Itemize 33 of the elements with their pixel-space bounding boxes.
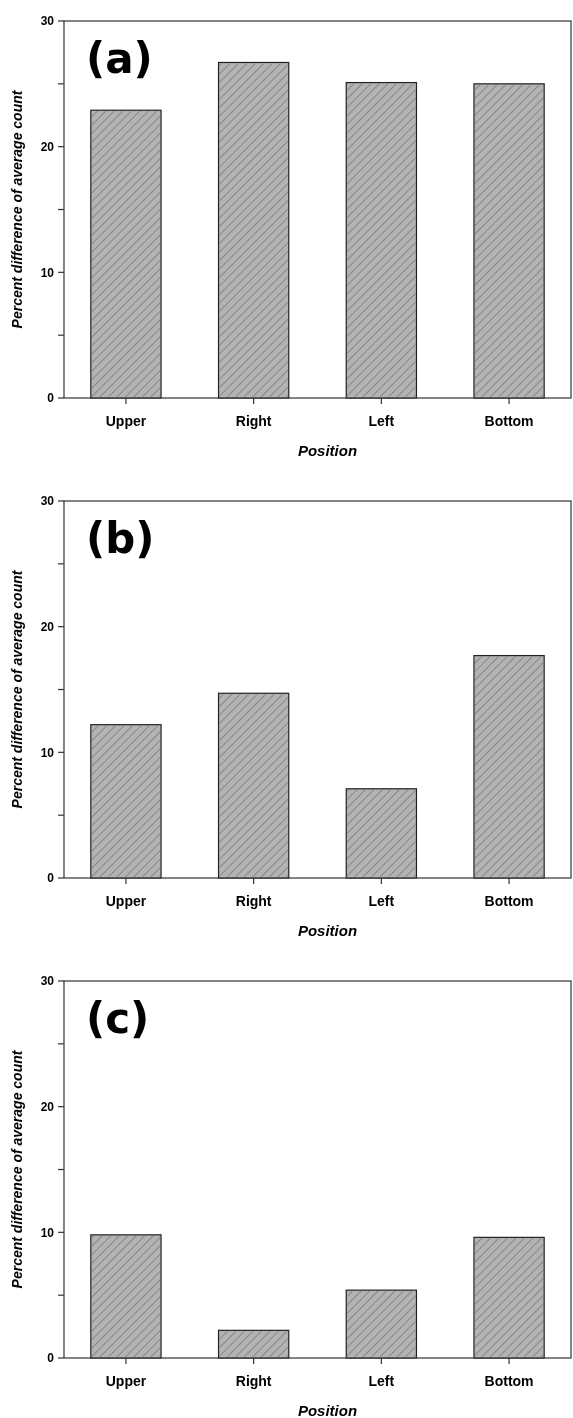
y-tick-label: 10 [40, 1225, 55, 1240]
y-tick-label: 0 [47, 391, 55, 406]
x-tick-label: Upper [105, 893, 147, 909]
y-tick-label: 10 [40, 265, 55, 280]
y-tick-label: 0 [47, 1351, 55, 1366]
y-tick-label: 10 [40, 745, 55, 760]
y-tick-label: 20 [40, 1099, 55, 1114]
chart-title: (b) [86, 514, 155, 563]
x-tick-label: Left [368, 1373, 395, 1389]
y-axis-title: Percent difference of average count [9, 89, 25, 329]
x-axis-title: Position [297, 922, 358, 939]
x-tick-label: Right [235, 1373, 272, 1389]
chart-title: (c) [86, 994, 150, 1043]
y-tick-label: 30 [40, 974, 55, 989]
y-tick-label: 20 [40, 139, 55, 154]
x-tick-label: Right [235, 893, 272, 909]
x-axis-title: Position [297, 1402, 358, 1418]
x-tick-label: Bottom [484, 413, 534, 429]
y-tick-label: 30 [40, 14, 55, 29]
x-tick-label: Right [235, 413, 272, 429]
x-tick-label: Left [368, 413, 395, 429]
x-tick-label: Upper [105, 413, 147, 429]
y-tick-label: 0 [47, 871, 55, 886]
x-axis-title: Position [297, 442, 358, 459]
y-axis-title: Percent difference of average count [9, 569, 25, 809]
x-tick-label: Bottom [484, 1373, 534, 1389]
y-axis-title: Percent difference of average count [9, 1049, 25, 1289]
x-tick-label: Bottom [484, 893, 534, 909]
y-tick-label: 30 [40, 494, 55, 509]
y-tick-label: 20 [40, 619, 55, 634]
x-tick-label: Upper [105, 1373, 147, 1389]
x-tick-label: Left [368, 893, 395, 909]
chart-title: (a) [86, 34, 153, 83]
